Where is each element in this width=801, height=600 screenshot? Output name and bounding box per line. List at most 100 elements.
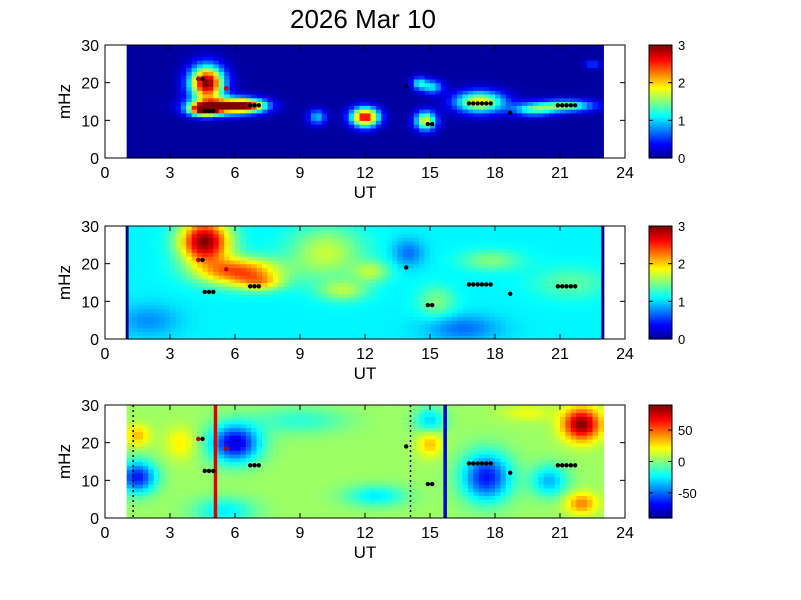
- heatmap-cell: [337, 278, 344, 284]
- heatmap-cell: [462, 63, 469, 69]
- heatmap-cell: [224, 105, 231, 110]
- heatmap-cell: [278, 320, 285, 325]
- heatmap-cell: [235, 274, 242, 280]
- heatmap-cell: [446, 112, 453, 118]
- heatmap-cell: [402, 127, 409, 133]
- heatmap-cell: [251, 109, 258, 114]
- heatmap-cell: [565, 90, 572, 95]
- heatmap-cell: [435, 154, 442, 159]
- heatmap-cell: [175, 237, 182, 242]
- heatmap-cell: [283, 244, 290, 250]
- heatmap-cell: [435, 293, 442, 299]
- heatmap-cell: [462, 78, 469, 84]
- heatmap-cell: [511, 127, 518, 133]
- heatmap-cell: [397, 86, 404, 91]
- heatmap-cell: [267, 109, 274, 114]
- heatmap-cell: [256, 60, 263, 65]
- colorbar-segment: [649, 89, 672, 92]
- heatmap-cell: [381, 63, 388, 69]
- heatmap-cell: [159, 56, 166, 61]
- colorbar-segment: [649, 99, 672, 103]
- heatmap-cell: [489, 244, 496, 250]
- heatmap-cell: [278, 154, 285, 159]
- heatmap-cell: [370, 248, 377, 253]
- heatmap-cell: [505, 297, 512, 302]
- heatmap-cell: [430, 52, 437, 57]
- heatmap-cell: [457, 86, 464, 91]
- heatmap-cell: [300, 120, 307, 125]
- heatmap-cell: [516, 244, 523, 250]
- heatmap-cell: [440, 316, 447, 321]
- heatmap-cell: [343, 248, 350, 253]
- heatmap-cell: [489, 241, 496, 246]
- heatmap-cell: [164, 252, 171, 257]
- heatmap-cell: [213, 90, 220, 95]
- heatmap-cell: [256, 63, 263, 69]
- heatmap-cell: [245, 244, 252, 250]
- heatmap-cell: [283, 290, 290, 295]
- heatmap-cell: [327, 120, 334, 125]
- colorbar-segment: [649, 45, 672, 48]
- heatmap-cell: [549, 127, 556, 133]
- heatmap-cell: [560, 48, 567, 54]
- heatmap-cell: [440, 86, 447, 91]
- heatmap-cell: [451, 56, 458, 61]
- heatmap-cell: [370, 101, 377, 106]
- heatmap-cell: [397, 263, 404, 269]
- heatmap-cell: [570, 146, 577, 152]
- x-tick-label: 12: [356, 165, 374, 182]
- heatmap-cell: [386, 327, 393, 333]
- heatmap-cell: [354, 248, 361, 253]
- heatmap-cell: [175, 293, 182, 299]
- heatmap-cell: [289, 316, 296, 321]
- heatmap-cell: [251, 233, 258, 238]
- heatmap-cell: [267, 97, 274, 103]
- heatmap-cell: [191, 293, 198, 299]
- heatmap-cell: [272, 97, 279, 103]
- heatmap-cell: [484, 233, 491, 238]
- heatmap-cell: [397, 135, 404, 140]
- heatmap-cell: [202, 101, 209, 106]
- heatmap-cell: [159, 256, 166, 261]
- heatmap-cell: [251, 120, 258, 125]
- colorbar-segment: [649, 133, 672, 136]
- heatmap-cell: [262, 256, 269, 261]
- heatmap-cell: [538, 71, 545, 76]
- heatmap-cell: [435, 116, 442, 121]
- heatmap-cell: [289, 320, 296, 325]
- heatmap-cell: [560, 105, 567, 110]
- heatmap-cell: [392, 112, 399, 118]
- heatmap-cell: [186, 139, 193, 144]
- heatmap-cell: [327, 335, 334, 340]
- heatmap-cell: [256, 248, 263, 253]
- heatmap-cell: [489, 116, 496, 121]
- heatmap-cell: [478, 124, 485, 129]
- heatmap-cell: [289, 154, 296, 159]
- heatmap-cell: [554, 97, 561, 103]
- heatmap-cell: [229, 229, 236, 235]
- heatmap-cell: [440, 226, 447, 231]
- heatmap-cell: [235, 290, 242, 295]
- colorbar-segment: [649, 149, 672, 152]
- heatmap-cell: [207, 293, 214, 299]
- heatmap-cell: [413, 271, 420, 276]
- heatmap-cell: [343, 237, 350, 242]
- heatmap-cell: [554, 71, 561, 76]
- heatmap-cell: [132, 267, 139, 272]
- heatmap-cell: [164, 139, 171, 144]
- heatmap-cell: [235, 56, 242, 61]
- heatmap-cell: [446, 248, 453, 253]
- heatmap-cell: [175, 323, 182, 329]
- heatmap-cell: [386, 139, 393, 144]
- heatmap-cell: [251, 45, 258, 50]
- heatmap-cell: [354, 52, 361, 57]
- heatmap-cell: [142, 282, 149, 287]
- heatmap-cell: [191, 71, 198, 76]
- heatmap-cell: [332, 267, 339, 272]
- heatmap-cell: [332, 259, 339, 265]
- heatmap-cell: [511, 120, 518, 125]
- heatmap-cell: [278, 248, 285, 253]
- heatmap-cell: [505, 93, 512, 99]
- heatmap-cell: [224, 290, 231, 295]
- heatmap-cell: [294, 274, 301, 280]
